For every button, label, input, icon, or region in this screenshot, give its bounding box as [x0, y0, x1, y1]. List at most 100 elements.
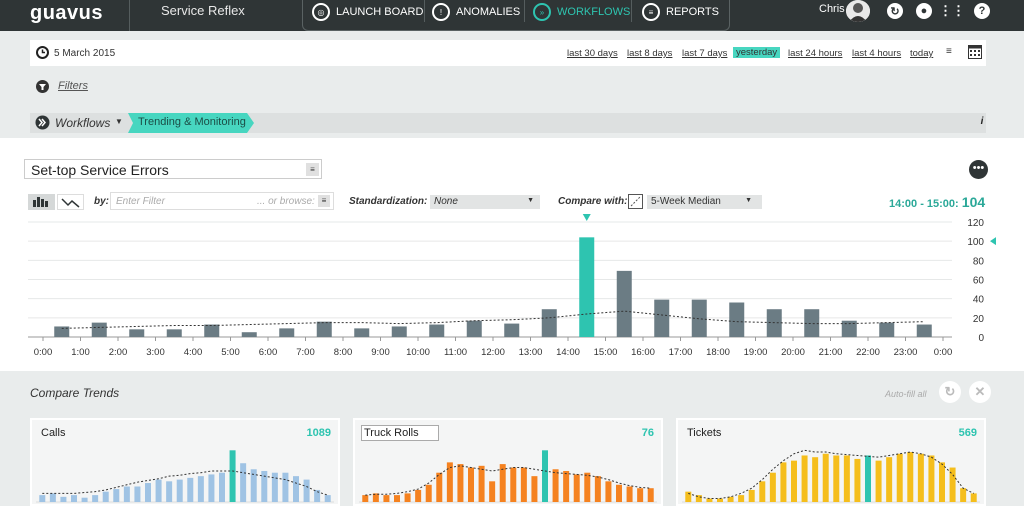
x-tick-label: 17:00 [669, 347, 693, 358]
close-icon[interactable]: ✕ [969, 381, 991, 403]
nav-label: ANOMALIES [456, 6, 521, 18]
bar [594, 476, 601, 502]
range-last-7-days[interactable]: last 7 days [682, 48, 728, 59]
bar [804, 309, 820, 337]
peak-value: 104 [961, 194, 986, 210]
bar [563, 470, 570, 502]
range-last-24-hours[interactable]: last 24 hours [788, 48, 843, 59]
x-tick-label: 1:00 [71, 347, 90, 358]
bar [647, 488, 654, 502]
divider [631, 0, 632, 22]
workflows-icon [35, 115, 50, 130]
bar [166, 329, 182, 337]
divider [524, 0, 525, 22]
avatar-image [846, 0, 870, 22]
bar [354, 328, 370, 337]
caret-down-icon[interactable]: ▼ [115, 117, 123, 126]
trend-card-truck-rolls[interactable]: Truck Rolls 76 [353, 418, 663, 506]
range-last-30-days[interactable]: last 30 days [567, 48, 618, 59]
filter-input[interactable]: Enter Filter ... or browse: ≡ [110, 192, 334, 210]
current-date[interactable]: 5 March 2015 [54, 48, 116, 59]
help-icon[interactable]: ? [974, 3, 990, 19]
bar [691, 299, 707, 337]
nav-workflows[interactable]: » WORKFLOWS [533, 0, 630, 24]
x-tick-label: 19:00 [744, 347, 768, 358]
bar [584, 472, 591, 502]
standardization-select[interactable]: None ▼ [430, 195, 540, 209]
bar [759, 481, 766, 502]
avatar[interactable] [846, 0, 870, 22]
compare-select[interactable]: 5-Week Median ▼ [647, 195, 762, 209]
bar [123, 486, 130, 502]
bar [71, 495, 77, 502]
bar [949, 467, 956, 502]
bar [616, 270, 632, 337]
nav-label: LAUNCH BOARD [336, 6, 424, 18]
breadcrumb-current-label: Trending & Monitoring [138, 116, 246, 128]
compare-line-icon[interactable] [628, 194, 643, 209]
more-options-icon[interactable]: ••• [969, 160, 988, 179]
range-today[interactable]: today [910, 48, 934, 59]
breadcrumb-workflows[interactable]: Workflows [55, 116, 111, 130]
info-icon[interactable]: i [980, 116, 984, 127]
range-last-8-days[interactable]: last 8 days [627, 48, 673, 59]
list-icon[interactable]: ≡ [946, 46, 952, 57]
bar [324, 495, 331, 502]
bar [875, 460, 882, 502]
autofill-link[interactable]: Auto-fill all [885, 389, 927, 399]
bar [229, 450, 236, 502]
user-name[interactable]: Chris [819, 3, 845, 15]
bar [282, 472, 289, 502]
breadcrumb-current[interactable]: Trending & Monitoring [128, 113, 254, 133]
x-tick-label: 6:00 [259, 347, 278, 358]
trend-card-calls[interactable]: Calls 1089 [30, 418, 340, 506]
trend-card-tickets[interactable]: Tickets 569 [676, 418, 986, 506]
x-tick-label: 21:00 [819, 347, 843, 358]
bar [197, 476, 204, 502]
bar [916, 324, 932, 337]
refresh-icon[interactable]: ↻ [887, 3, 903, 19]
bar [541, 309, 557, 337]
bar [717, 498, 723, 502]
grid-apps-icon[interactable]: ⋮⋮ [939, 3, 965, 18]
x-tick-label: 15:00 [594, 347, 618, 358]
bar [478, 465, 485, 502]
bar [879, 322, 895, 337]
x-tick-label: 11:00 [444, 347, 467, 358]
bar [928, 455, 935, 502]
refresh-icon[interactable]: ↻ [939, 381, 961, 403]
y-tick-label: 20 [973, 314, 985, 325]
nav-anomalies[interactable]: ! ANOMALIES [432, 0, 520, 24]
bar [81, 497, 88, 502]
bar [129, 329, 145, 337]
bar [654, 299, 670, 337]
bar [436, 472, 443, 502]
range-yesterday[interactable]: yesterday [733, 47, 781, 58]
bar [219, 472, 225, 502]
menu-icon[interactable]: ≡ [306, 163, 319, 176]
filters-link[interactable]: Filters [58, 80, 88, 92]
filter-icon[interactable] [36, 80, 49, 93]
line-chart-toggle[interactable] [57, 194, 84, 210]
clock-icon[interactable] [36, 46, 49, 59]
bar [841, 320, 857, 337]
compare-trends-title: Compare Trends [30, 386, 120, 400]
nav-launch-board[interactable]: ◎ LAUNCH BOARD [312, 0, 423, 24]
card-title-field[interactable] [361, 425, 439, 441]
bar [510, 467, 517, 502]
bar [155, 479, 162, 502]
bar [685, 491, 692, 502]
range-last-4-hours[interactable]: last 4 hours [852, 48, 902, 59]
chart-title-field[interactable]: Set-top Service Errors ≡ [24, 159, 322, 179]
bar [886, 457, 893, 502]
main-chart[interactable]: 0 20 40 60 80 100 120 0:00 1:00 2:00 3:00 4:00 5:00 6… [0, 210, 1024, 365]
bar [316, 321, 332, 337]
bar [531, 476, 538, 502]
bar-chart-toggle[interactable] [28, 194, 55, 210]
nav-reports[interactable]: ≡ REPORTS [642, 0, 719, 24]
record-icon[interactable]: ● [916, 3, 932, 19]
browse-list-icon[interactable]: ≡ [318, 195, 330, 207]
bar [466, 320, 482, 337]
calendar-icon[interactable] [968, 45, 982, 59]
app-logo[interactable]: guavus [30, 2, 104, 24]
